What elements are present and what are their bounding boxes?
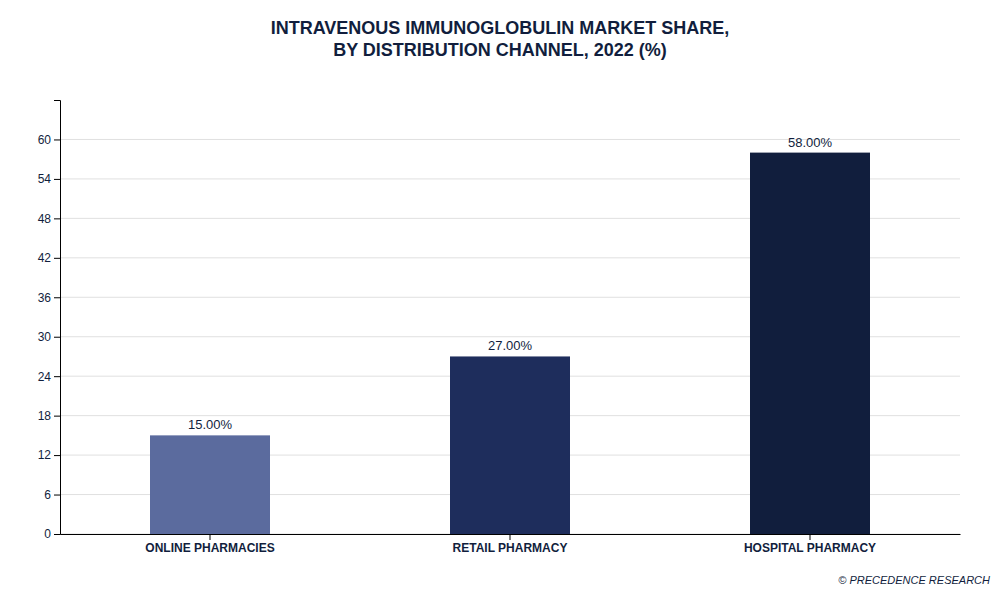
y-tick-mark <box>54 297 60 298</box>
plot: 0 6 12 18 24 30 36 42 48 54 60 ONLINE PHARMACIES RET… <box>38 101 961 555</box>
grid <box>60 139 960 534</box>
y-tick: 42 <box>38 251 60 265</box>
y-tick: 48 <box>38 212 60 226</box>
y-tick: 18 <box>38 409 60 423</box>
y-tick-label: 36 <box>38 291 52 305</box>
x-tick: RETAIL PHARMACY <box>453 534 568 555</box>
y-axis: 0 6 12 18 24 30 36 42 48 54 60 <box>38 101 61 542</box>
x-tick-label: RETAIL PHARMACY <box>453 541 568 555</box>
x-tick-mark <box>210 534 211 540</box>
y-tick-label: 48 <box>38 212 52 226</box>
watermark: © PRECEDENCE RESEARCH <box>838 574 990 586</box>
x-tick: ONLINE PHARMACIES <box>145 534 274 555</box>
y-tick: 54 <box>38 172 60 186</box>
y-tick-label: 6 <box>44 488 51 502</box>
y-tick-label: 12 <box>38 448 52 462</box>
bar <box>450 356 570 534</box>
y-tick: 36 <box>38 291 60 305</box>
y-tick-mark <box>54 218 60 219</box>
y-tick-mark <box>54 416 60 417</box>
y-tick-mark <box>54 179 60 180</box>
y-tick-label: 24 <box>38 370 52 384</box>
title-line: INTRAVENOUS IMMUNOGLOBULIN MARKET SHARE, <box>271 18 730 38</box>
y-axis-line <box>54 101 61 535</box>
data-label: 27.00% <box>488 338 533 353</box>
bar <box>750 153 870 534</box>
y-tick: 0 <box>44 527 60 541</box>
y-tick: 12 <box>38 448 60 462</box>
y-tick-label: 42 <box>38 251 52 265</box>
x-axis: ONLINE PHARMACIES RETAIL PHARMACY HOSPITAL… <box>61 534 961 555</box>
y-tick-mark <box>54 376 60 377</box>
y-tick: 60 <box>38 133 60 147</box>
y-tick-label: 0 <box>44 527 51 541</box>
x-tick-mark <box>810 534 811 540</box>
y-tick-mark <box>54 534 60 535</box>
x-tick-label: ONLINE PHARMACIES <box>145 541 274 555</box>
y-tick-label: 60 <box>38 133 52 147</box>
y-tick: 24 <box>38 370 60 384</box>
data-label: 58.00% <box>788 135 833 150</box>
y-tick: 30 <box>38 330 60 344</box>
y-tick-mark <box>54 455 60 456</box>
data-label: 15.00% <box>188 417 233 432</box>
chart: INTRAVENOUS IMMUNOGLOBULIN MARKET SHARE,… <box>0 0 1000 594</box>
y-tick-label: 30 <box>38 330 52 344</box>
y-tick-label: 54 <box>38 172 52 186</box>
x-tick: HOSPITAL PHARMACY <box>744 534 876 555</box>
title: INTRAVENOUS IMMUNOGLOBULIN MARKET SHARE,… <box>271 18 730 60</box>
y-tick-mark <box>54 337 60 338</box>
x-tick-mark <box>510 534 511 540</box>
bar <box>150 435 270 534</box>
y-tick-mark <box>54 139 60 140</box>
data-labels: 15.00% 27.00% 58.00% <box>188 135 833 433</box>
y-tick-mark <box>54 258 60 259</box>
x-tick-label: HOSPITAL PHARMACY <box>744 541 876 555</box>
bars <box>150 153 870 534</box>
y-tick-mark <box>54 495 60 496</box>
title-line: BY DISTRIBUTION CHANNEL, 2022 (%) <box>333 40 667 60</box>
y-tick-label: 18 <box>38 409 52 423</box>
y-tick: 6 <box>44 488 60 502</box>
